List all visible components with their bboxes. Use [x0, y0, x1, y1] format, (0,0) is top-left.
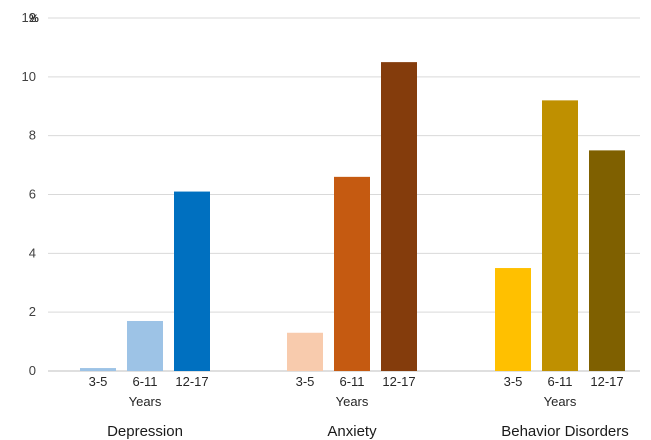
y-unit-label: % [29, 13, 39, 25]
bar [542, 100, 578, 371]
x-sublabel: Years [336, 394, 369, 409]
bar [80, 368, 116, 371]
bar [589, 150, 625, 371]
x-category-label: 12-17 [590, 374, 623, 389]
group-label: Anxiety [327, 423, 377, 440]
group-label: Depression [107, 423, 183, 440]
x-category-label: 6-11 [132, 374, 157, 389]
x-sublabel: Years [129, 394, 162, 409]
y-tick-label: 6 [29, 187, 36, 202]
x-category-label: 6-11 [547, 374, 572, 389]
x-category-label: 3-5 [296, 374, 315, 389]
y-tick-label: 4 [29, 245, 36, 260]
bar [334, 176, 370, 371]
bar [174, 191, 210, 371]
x-category-label: 6-11 [339, 374, 364, 389]
bar [495, 268, 531, 371]
bar [381, 62, 417, 371]
y-tick-label: 12 [22, 10, 36, 25]
y-tick-label: 0 [29, 363, 36, 378]
y-tick-label: 8 [29, 128, 36, 143]
y-tick-label: 10 [22, 69, 36, 84]
x-category-label: 12-17 [382, 374, 415, 389]
y-tick-label: 2 [29, 304, 36, 319]
x-category-label: 12-17 [175, 374, 208, 389]
group-label: Behavior Disorders [501, 423, 629, 440]
bar [127, 320, 163, 371]
x-category-label: 3-5 [89, 374, 108, 389]
x-category-label: 3-5 [504, 374, 523, 389]
bar [287, 332, 323, 371]
x-sublabel: Years [544, 394, 577, 409]
